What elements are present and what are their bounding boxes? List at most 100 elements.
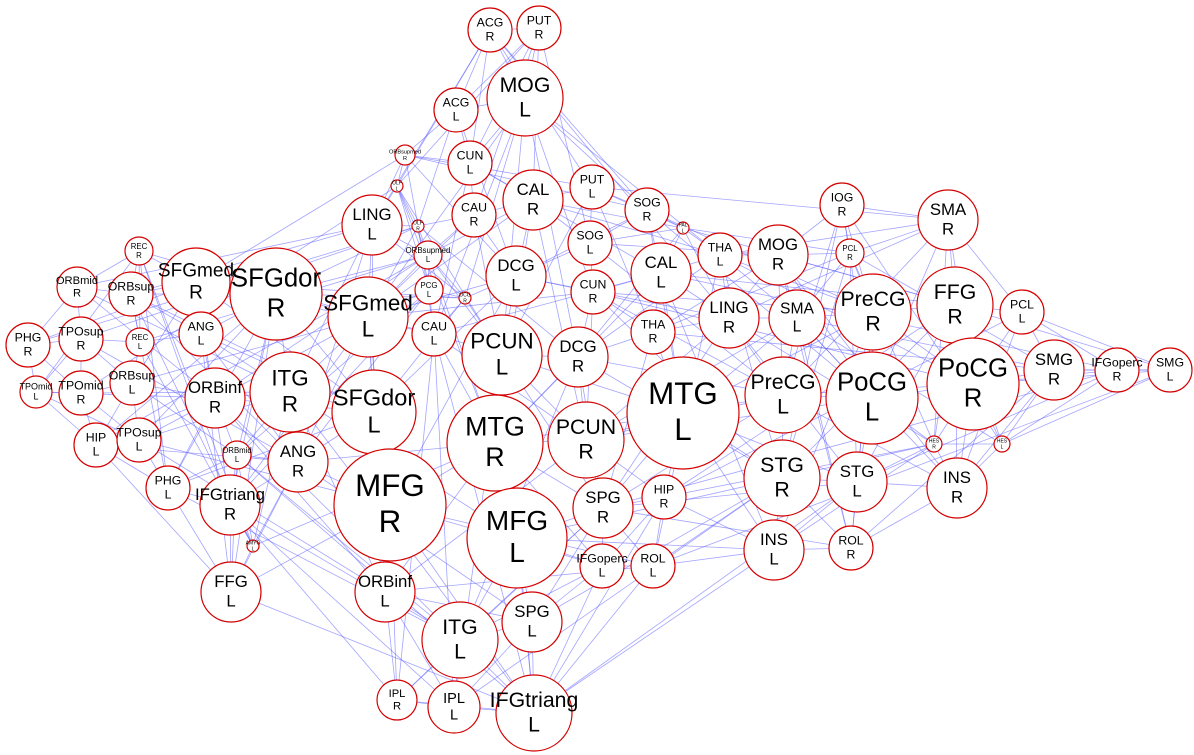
edge — [229, 504, 455, 708]
node-name: PAL — [678, 223, 687, 229]
node-name: ORBinf — [358, 572, 412, 591]
node-circle — [828, 525, 874, 571]
node-name: ORBinf — [188, 378, 242, 397]
node-circle — [229, 247, 323, 341]
edge — [533, 496, 665, 714]
edge — [501, 97, 526, 356]
edge — [469, 162, 662, 274]
node-circle — [743, 439, 821, 517]
node-circle — [413, 240, 443, 270]
node-side: R — [127, 294, 136, 308]
edge — [138, 250, 231, 506]
node-circle — [926, 337, 1020, 431]
node-circle — [376, 679, 418, 721]
node-name: SPG — [585, 488, 620, 507]
edge — [796, 317, 852, 549]
node-circle — [826, 451, 888, 513]
node-name: AMYG — [246, 541, 261, 547]
edge — [1001, 369, 1171, 445]
node-circle — [327, 276, 409, 358]
node-name: FFG — [214, 572, 248, 591]
node-name: THA — [708, 240, 733, 254]
edge — [138, 439, 386, 593]
node-circle — [56, 266, 98, 308]
node-name: REC — [132, 333, 149, 342]
node-circle — [446, 394, 544, 492]
node-side: L — [431, 334, 438, 348]
node-side: R — [77, 393, 86, 407]
edge — [524, 97, 579, 358]
node-side: L — [793, 319, 802, 336]
node-circle — [516, 5, 562, 51]
node-side: L — [682, 228, 685, 234]
node-name: SFGdor — [333, 384, 415, 410]
node-side: L — [226, 592, 235, 611]
node-name: ORBmid — [56, 275, 98, 287]
node-name: SOG — [633, 195, 660, 209]
node-side: R — [774, 477, 789, 501]
node-circle — [630, 543, 676, 589]
node-name: ANG — [188, 319, 215, 333]
node-circle — [458, 291, 472, 305]
edge — [214, 254, 429, 399]
node-side: R — [643, 210, 652, 224]
edge — [230, 293, 277, 593]
node-name: HIP — [654, 482, 675, 496]
node-name: ORBsupmed — [389, 149, 421, 155]
node-side: L — [426, 255, 431, 264]
node-side: R — [527, 200, 539, 219]
node-side: L — [129, 383, 136, 397]
node-circle — [411, 219, 425, 233]
node-name: ACG — [477, 15, 504, 29]
node-side: R — [838, 205, 847, 219]
node-side: L — [1167, 370, 1174, 384]
node-side: L — [852, 482, 861, 501]
node-name: PreCG — [841, 287, 906, 311]
node-name: SFGmed — [158, 261, 234, 282]
node-name: IFGtriang — [490, 688, 579, 712]
node-circle — [108, 271, 154, 317]
node-side: L — [454, 639, 466, 663]
node-name: MTG — [648, 376, 718, 411]
node-side: L — [367, 225, 376, 244]
node-circle — [414, 275, 444, 305]
node-side: L — [650, 566, 657, 580]
node-circle — [641, 474, 687, 520]
node-side: L — [589, 187, 596, 201]
node-circle — [835, 238, 865, 268]
node-circle — [743, 519, 805, 581]
node-side: R — [267, 294, 286, 322]
node-circle — [394, 144, 416, 166]
node-circle — [819, 182, 865, 228]
node-name: PUT — [527, 13, 552, 27]
node-side: R — [136, 251, 142, 260]
node-name: CAU — [461, 200, 487, 214]
node-side: L — [34, 392, 39, 402]
node-side: L — [1019, 312, 1026, 326]
node-name: FFG — [934, 280, 977, 304]
edge — [589, 242, 779, 256]
node-circle — [993, 435, 1011, 453]
node-name: TPOsup — [58, 324, 103, 338]
node-name: PUT — [580, 172, 605, 186]
edge — [728, 219, 949, 319]
node-name: IFGoperc — [1091, 355, 1142, 369]
node-circle — [567, 220, 613, 266]
node-name: SPG — [514, 602, 549, 621]
node-side: R — [73, 288, 81, 300]
node-side: L — [427, 290, 432, 299]
edge — [396, 185, 430, 291]
edge — [195, 154, 406, 283]
node-side: L — [235, 455, 240, 464]
node-circle — [626, 356, 740, 470]
node-side: R — [189, 282, 203, 303]
node-name: MTG — [465, 411, 525, 441]
node-circle — [124, 236, 154, 266]
node-circle — [834, 273, 912, 351]
node-side: L — [93, 445, 100, 459]
node-name: PHG — [15, 330, 42, 344]
node-name: HES — [929, 439, 940, 445]
node-name: MOG — [758, 235, 798, 254]
node-side: L — [450, 708, 458, 724]
node-side: R — [403, 156, 407, 162]
